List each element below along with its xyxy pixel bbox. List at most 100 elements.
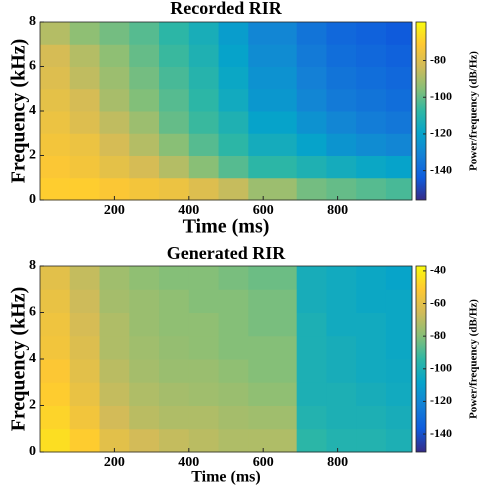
heatmap-cell xyxy=(129,405,160,430)
colorbar-tick-label: -60 xyxy=(430,295,446,309)
heatmap-cell xyxy=(356,66,387,90)
heatmap-cell xyxy=(99,335,130,360)
heatmap-cell xyxy=(326,312,357,337)
heatmap-cell xyxy=(40,177,71,201)
colorbar xyxy=(415,265,427,453)
heatmap-cell xyxy=(296,312,327,337)
heatmap-cell xyxy=(296,44,327,67)
x-axis-label: Time (ms) xyxy=(191,469,260,486)
heatmap-cell xyxy=(385,335,413,360)
x-tick-label: 800 xyxy=(327,203,348,218)
y-tick-label: 2 xyxy=(29,398,36,413)
heatmap-cell xyxy=(296,111,327,134)
heatmap-cell xyxy=(385,155,413,179)
heatmap-cell xyxy=(188,335,220,360)
heatmap-cell xyxy=(326,382,357,406)
heatmap-cell xyxy=(296,405,327,430)
heatmap-cell xyxy=(385,266,413,290)
heatmap-cell xyxy=(159,359,190,383)
heatmap-cell xyxy=(385,428,413,453)
colorbar-tick-label: -140 xyxy=(430,162,452,176)
heatmap-cell xyxy=(385,177,413,201)
heatmap-cell xyxy=(326,359,357,383)
heatmap-cell xyxy=(159,22,190,45)
heatmap-cell xyxy=(356,133,387,156)
heatmap-cell xyxy=(248,335,298,360)
heatmap-cell xyxy=(99,359,130,383)
heatmap-cell xyxy=(326,22,357,45)
heatmap-cell xyxy=(385,44,413,67)
heatmap-cell xyxy=(99,22,130,45)
heatmap-cell xyxy=(129,88,160,112)
heatmap-cell xyxy=(248,111,298,134)
heatmap-cell xyxy=(69,44,101,67)
heatmap-cell xyxy=(356,312,387,337)
colorbar-tick-label: -100 xyxy=(430,89,452,103)
heatmap-cell xyxy=(248,66,298,90)
heatmap-cell xyxy=(99,382,130,406)
heatmap-cell xyxy=(326,289,357,313)
heatmap-cell xyxy=(69,428,101,453)
heatmap-cell xyxy=(159,88,190,112)
heatmap-cell xyxy=(296,133,327,156)
heatmap-cell xyxy=(99,66,130,90)
y-tick-label: 8 xyxy=(29,14,36,29)
heatmap-cell xyxy=(99,405,130,430)
heatmap-cell xyxy=(40,289,71,313)
heatmap-cell xyxy=(296,335,327,360)
heatmap-cell xyxy=(248,428,298,453)
heatmap-cell xyxy=(99,289,130,313)
heatmap-cell xyxy=(40,382,71,406)
heatmap-cell xyxy=(218,177,249,201)
heatmap-cell xyxy=(69,155,101,179)
heatmap-cell xyxy=(326,155,357,179)
heatmap-cell xyxy=(356,359,387,383)
heatmap-cell xyxy=(356,177,387,201)
heatmap-cell xyxy=(129,335,160,360)
y-tick-label: 2 xyxy=(29,148,36,163)
heatmap-cell xyxy=(296,359,327,383)
heatmap-cell xyxy=(40,428,71,453)
colorbar-label: Power/frequency (dB/Hz) xyxy=(468,51,480,171)
heatmap-cell xyxy=(296,88,327,112)
chart: 200 400 600 800 0 2 4 6 8 Generated RIR Time (ms) F… xyxy=(8,243,480,486)
heatmap-cell xyxy=(326,66,357,90)
heatmap-cell xyxy=(248,177,298,201)
heatmap-cell xyxy=(248,359,298,383)
heatmap-cell xyxy=(188,111,220,134)
heatmap-cell xyxy=(385,359,413,383)
heatmap-cell xyxy=(385,382,413,406)
heatmap-cell xyxy=(188,177,220,201)
heatmap-cell xyxy=(129,66,160,90)
heatmap-cell xyxy=(248,44,298,67)
heatmap-cell xyxy=(188,155,220,179)
colorbar-tick-label: -120 xyxy=(430,393,452,407)
heatmap-cell xyxy=(40,133,71,156)
colorbar-tick-label: -140 xyxy=(430,426,452,440)
colorbar-tick-label: -80 xyxy=(430,52,446,66)
heatmap-cell xyxy=(218,22,249,45)
colorbar-tick-label: -120 xyxy=(430,126,452,140)
heatmap-cell xyxy=(248,22,298,45)
heatmap-cell xyxy=(385,312,413,337)
heatmap-cell xyxy=(385,289,413,313)
heatmap-cell xyxy=(40,266,71,290)
heatmap-cell xyxy=(218,133,249,156)
heatmap-cell xyxy=(326,133,357,156)
y-tick-label: 6 xyxy=(29,59,36,74)
x-tick-label: 200 xyxy=(104,455,125,470)
heatmap-cell xyxy=(356,289,387,313)
heatmap-cell xyxy=(129,382,160,406)
heatmap-cell xyxy=(356,44,387,67)
heatmap-cell xyxy=(326,44,357,67)
y-tick-label: 4 xyxy=(29,351,36,366)
heatmap-cell xyxy=(129,44,160,67)
heatmap-cell xyxy=(69,289,101,313)
heatmap-cell xyxy=(356,382,387,406)
heatmap-cell xyxy=(218,428,249,453)
heatmap-cell xyxy=(159,335,190,360)
heatmap-cell xyxy=(40,335,71,360)
x-tick-label: 400 xyxy=(178,203,199,218)
heatmap-cell xyxy=(188,382,220,406)
heatmap-cell xyxy=(159,266,190,290)
